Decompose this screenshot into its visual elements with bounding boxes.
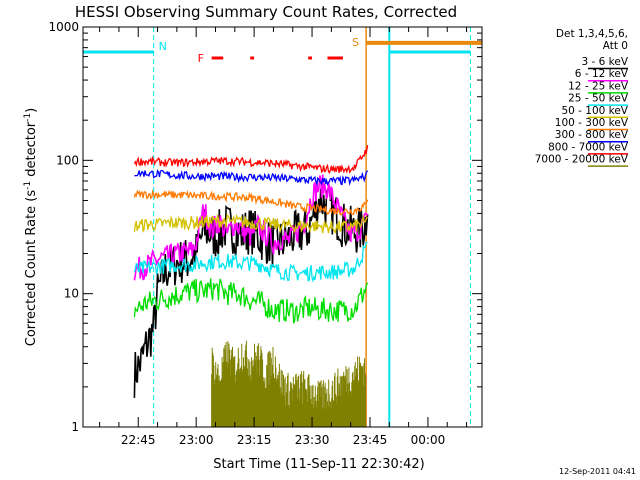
plot-frame [82,26,483,428]
x-axis-label: Start Time (11-Sep-11 22:30:42) [213,457,424,472]
x-tick-label-2330: 23:30 [295,433,330,447]
legend-label-3: 25 - 50 keV [568,93,629,105]
legend-label-8: 7000 - 20000 keV [535,154,629,166]
legend-label-6: 300 - 800 keV [555,129,629,141]
series-100-300-kev [133,188,369,217]
plot-area: N S F [83,27,482,427]
x-tick-label-2315: 23:15 [237,433,272,447]
y-axis-label-text: Corrected Count Rate (s [24,190,39,347]
series-800-7000-kev [133,145,369,175]
x-tick-label-2300: 23:00 [179,433,214,447]
series-7000-20000-kev [211,340,367,427]
y-axis-label-close: ) [24,108,39,113]
legend-label-1: 6 - 12 keV [575,68,629,80]
series-25-50-kev [133,241,368,283]
series-300-800-kev [134,169,369,187]
x-tick-label-0000: 00:00 [411,433,446,447]
night-flag-label: N [159,40,167,53]
chart-title: HESSI Observing Summary Count Rates, Cor… [75,3,457,21]
y-axis-label-detector: detector [24,121,39,181]
x-tick-label-2345: 23:45 [353,433,388,447]
saa-flag-label: S [352,36,359,49]
x-tick-label-2245: 22:45 [121,433,156,447]
axes: 1 10 100 1000 22:45 23:00 23:15 23:30 23:45 00:00 [48,20,482,447]
legend-label-5: 100 - 300 keV [555,117,629,129]
generation-timestamp: 12-Sep-2011 04:41 [559,467,636,476]
legend-header-detectors: Det 1,3,4,5,6, [556,28,628,40]
y-tick-label-1000: 1000 [48,20,79,34]
y-tick-label-100: 100 [56,153,79,167]
legend-label-0: 3 - 6 keV [581,56,628,68]
legend-label-4: 50 - 100 keV [561,105,628,117]
y-axis-label-exponent-2: -1 [23,113,33,122]
y-tick-label-1: 1 [71,420,79,434]
series-12-25-kev [133,278,369,324]
y-axis-label-exponent: -1 [23,181,33,190]
y-axis-label: Corrected Count Rate (s-1 detector-1) [23,108,39,346]
flare-flag-label: F [198,52,204,65]
legend-header-attenuator: Att 0 [603,40,628,52]
legend-label-7: 800 - 7000 keV [548,141,629,153]
legend-label-2: 12 - 25 keV [568,80,629,92]
series-50-100-kev [133,213,369,235]
y-tick-label-10: 10 [64,287,79,301]
